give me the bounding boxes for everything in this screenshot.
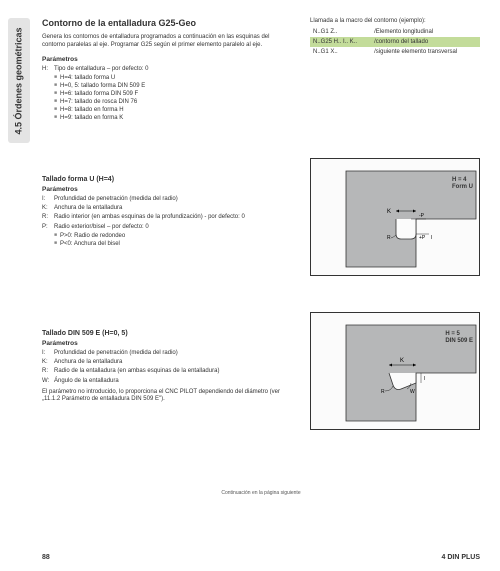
param-row: R:Radio interior (en ambas esquinas de l… (42, 213, 292, 221)
code-row: N..G1 Z../Elemento longitudinal (310, 27, 480, 37)
svg-text:I: I (431, 235, 432, 241)
section-e-params-label: Parámetros (42, 340, 292, 347)
page-title: Contorno de la entalladura G25-Geo (42, 18, 292, 28)
svg-text:I: I (424, 376, 425, 382)
svg-text:R: R (381, 389, 385, 395)
diagram-u: K -P +P I R H = 4 Form U (310, 158, 480, 276)
section-e-note: El parámetro no introducido, lo proporci… (42, 389, 292, 405)
chapter-ref: 4 DIN PLUS (441, 554, 480, 561)
svg-text:+P: +P (419, 235, 426, 241)
svg-text:K: K (387, 209, 391, 215)
diagram-u-label: H = 4 Form U (452, 177, 473, 191)
page-number: 88 (42, 554, 50, 561)
sublist-item: ■H=7: tallado de rosca DIN 76 (54, 98, 292, 106)
sublist-item: ■H=4: tallado forma U (54, 74, 292, 82)
param-row: H:Tipo de entalladura – por defecto: 0 (42, 65, 292, 73)
page-content: Contorno de la entalladura G25-Geo Gener… (42, 18, 480, 551)
param-row: R:Radio de la entalladura (en ambas esqu… (42, 367, 292, 375)
svg-text:W: W (410, 389, 415, 395)
intro-text: Genera los contornos de entalladura prog… (42, 34, 292, 50)
code-row: N..G25 H.. I.. K../contorno del tallado (310, 37, 480, 47)
top-row: Contorno de la entalladura G25-Geo Gener… (42, 18, 480, 122)
params-label: Parámetros (42, 56, 292, 63)
code-row: N..G1 X../siguiente elemento transversal (310, 47, 480, 57)
sublist-item: ■P>0: Radio de redondeo (54, 232, 292, 240)
section-u: Tallado forma U (H=4) Parámetros I:Profu… (42, 158, 480, 288)
param-row: K:Anchura de la entalladura (42, 204, 292, 212)
section-u-title: Tallado forma U (H=4) (42, 176, 292, 183)
param-row: W:Ángulo de la entalladura (42, 377, 292, 385)
sublist-item: ■P<0: Anchura del bisel (54, 240, 292, 248)
svg-text:-P: -P (419, 213, 425, 219)
section-tab-label: 4.5 Órdenes geométricas (14, 27, 24, 134)
continuation-note: Continuación en la página siguiente (42, 490, 480, 496)
code-table: N..G1 Z../Elemento longitudinalN..G25 H.… (310, 27, 480, 57)
section-e-title: Tallado DIN 509 E (H=0, 5) (42, 330, 292, 337)
param-row: I:Profundidad de penetración (medida del… (42, 349, 292, 357)
sublist-item: ■H=6: tallado forma DIN 509 F (54, 90, 292, 98)
svg-text:R: R (387, 235, 391, 241)
diagram-e-label: H = 5 DIN 509 E (445, 331, 473, 345)
svg-text:K: K (400, 358, 404, 364)
sublist-item: ■H=9: tallado en forma K (54, 114, 292, 122)
page-footer: 88 4 DIN PLUS (42, 554, 480, 561)
param-row: I:Profundidad de penetración (medida del… (42, 195, 292, 203)
section-tab: 4.5 Órdenes geométricas (8, 18, 30, 143)
sublist-item: ■H=0, 5: tallado forma DIN 509 E (54, 82, 292, 90)
diagram-e: K R I W H = 5 DIN 509 E (310, 312, 480, 430)
param-row: K:Anchura de la entalladura (42, 358, 292, 366)
call-label: Llamada a la macro del contorno (ejemplo… (310, 18, 480, 24)
sublist-item: ■H=8: tallado en forma H (54, 106, 292, 114)
section-e: Tallado DIN 509 E (H=0, 5) Parámetros I:… (42, 312, 480, 442)
section-u-params-label: Parámetros (42, 186, 292, 193)
param-row: P:Radio exterior/bisel – por defecto: 0 (42, 223, 292, 231)
